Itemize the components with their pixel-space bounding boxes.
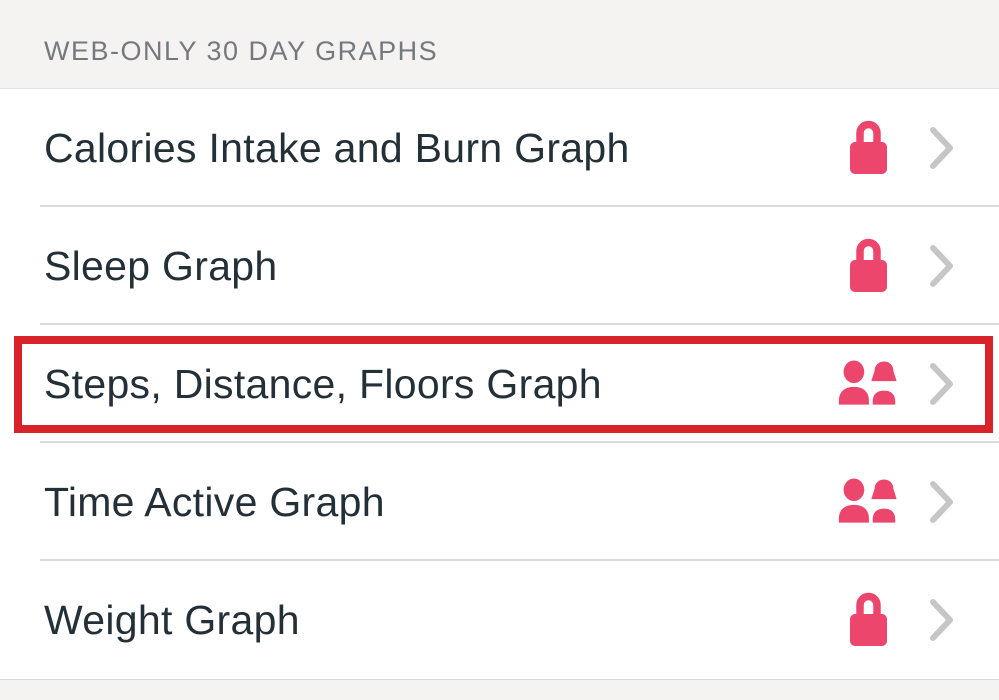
list-item-label: Steps, Distance, Floors Graph — [44, 360, 602, 407]
list-item-time-active-graph[interactable]: Time Active Graph — [0, 443, 999, 561]
section-gap — [0, 679, 999, 700]
chevron-right-icon — [929, 597, 955, 643]
list-item-sleep-graph[interactable]: Sleep Graph — [0, 207, 999, 325]
list-item-label: Sleep Graph — [44, 242, 278, 289]
graphs-privacy-list: Calories Intake and Burn Graph Sleep Gra… — [0, 89, 999, 679]
chevron-right-icon — [929, 479, 955, 525]
list-item-steps-distance-floors-graph[interactable]: Steps, Distance, Floors Graph — [0, 325, 999, 443]
people-icon — [837, 476, 899, 528]
list-item-label: Weight Graph — [44, 596, 300, 643]
section-header: WEB-ONLY 30 DAY GRAPHS — [0, 0, 999, 89]
lock-icon — [837, 591, 899, 649]
lock-icon — [837, 119, 899, 177]
chevron-right-icon — [929, 125, 955, 171]
list-item-weight-graph[interactable]: Weight Graph — [0, 561, 999, 679]
list-item-label: Calories Intake and Burn Graph — [44, 124, 630, 171]
section-header-label: WEB-ONLY 30 DAY GRAPHS — [44, 35, 439, 66]
chevron-right-icon — [929, 361, 955, 407]
lock-icon — [837, 237, 899, 295]
chevron-right-icon — [929, 243, 955, 289]
people-icon — [837, 358, 899, 410]
list-item-label: Time Active Graph — [44, 478, 385, 525]
list-item-calories-intake-and-burn-graph[interactable]: Calories Intake and Burn Graph — [0, 89, 999, 207]
